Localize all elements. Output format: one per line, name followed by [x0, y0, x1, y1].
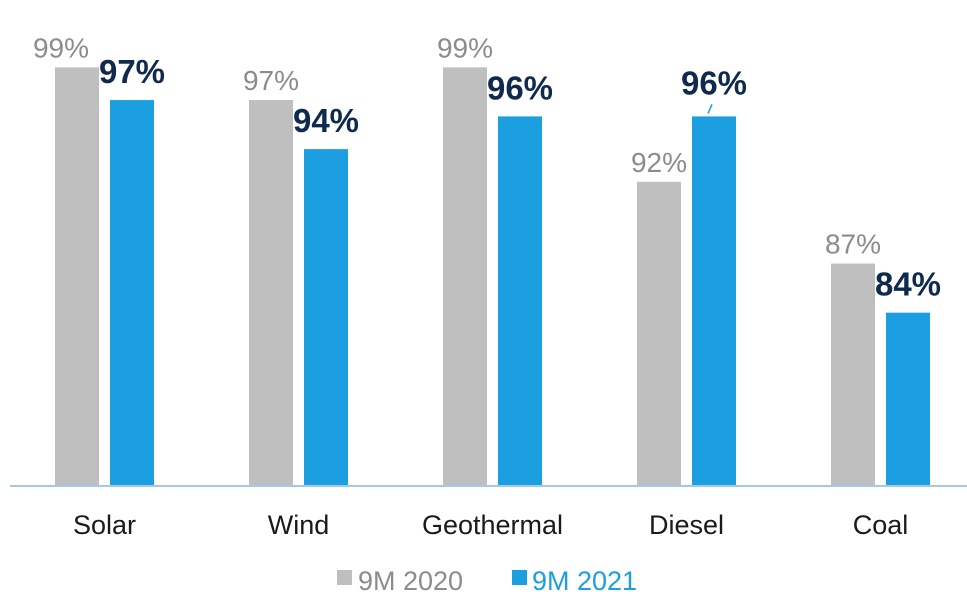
category-label-diesel: Diesel [649, 510, 724, 540]
legend-label-9m-2021: 9M 2021 [532, 566, 637, 596]
bar-geothermal-2021 [498, 116, 542, 486]
value-label-diesel-2021: 96% [681, 64, 747, 101]
value-label-diesel-2020: 92% [631, 147, 687, 178]
category-label-coal: Coal [853, 510, 909, 540]
bar-wind-2020 [249, 100, 293, 486]
category-label-solar: Solar [73, 510, 136, 540]
bar-solar-2020 [55, 67, 99, 486]
value-label-coal-2020: 87% [825, 229, 881, 260]
value-label-wind-2021: 94% [293, 102, 359, 139]
bar-diesel-2021 [692, 116, 736, 486]
value-labels-layer: 99% 97% 97% 94% 99% 96% 92% 96% 87% 84% [33, 32, 941, 302]
category-label-geothermal: Geothermal [422, 510, 563, 540]
value-label-coal-2021: 84% [875, 266, 941, 303]
value-label-geothermal-2020: 99% [437, 32, 493, 63]
bar-geothermal-2020 [443, 67, 487, 486]
value-label-solar-2021: 97% [99, 53, 165, 90]
category-label-wind: Wind [268, 510, 330, 540]
value-label-wind-2020: 97% [243, 65, 299, 96]
bar-wind-2021 [304, 149, 348, 486]
category-labels-layer: Solar Wind Geothermal Diesel Coal [73, 510, 908, 540]
legend: 9M 2020 9M 2021 [337, 566, 637, 596]
value-label-solar-2020: 99% [33, 32, 89, 63]
bar-coal-2020 [831, 263, 875, 486]
bar-diesel-2020 [637, 181, 681, 486]
legend-swatch-9m-2020 [337, 570, 352, 585]
legend-swatch-9m-2021 [512, 570, 527, 585]
value-label-geothermal-2021: 96% [487, 69, 553, 106]
legend-label-9m-2020: 9M 2020 [358, 566, 463, 596]
bar-solar-2021 [110, 100, 154, 486]
bars-layer [55, 67, 930, 486]
bar-coal-2021 [886, 312, 930, 486]
leader-line-diesel-2021 [707, 104, 713, 114]
